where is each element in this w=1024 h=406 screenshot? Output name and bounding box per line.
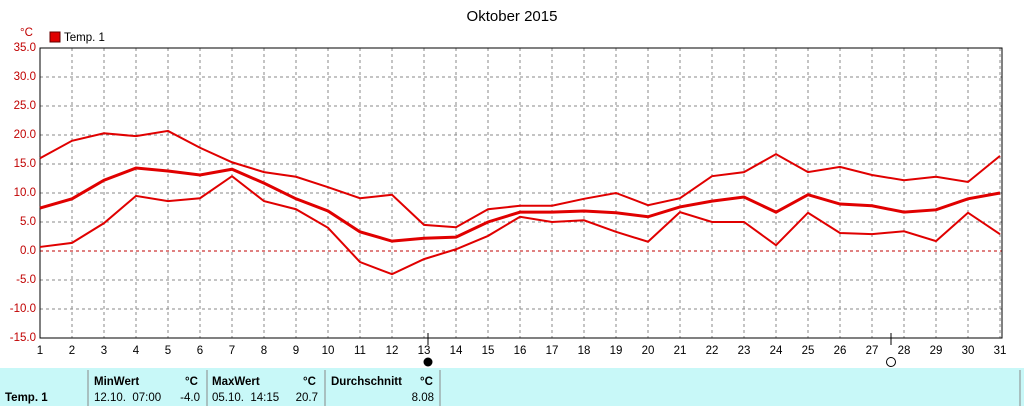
x-tick-label: 30 [962, 345, 975, 357]
plot-frame [39, 47, 1003, 339]
x-tick-label: 19 [610, 345, 623, 357]
y-unit: °C [20, 27, 33, 39]
x-tick-label: 9 [293, 345, 299, 357]
x-tick-label: 22 [706, 345, 719, 357]
y-tick-label: 0.0 [20, 245, 36, 257]
x-tick-label: 15 [482, 345, 495, 357]
legend-label: Temp. 1 [64, 32, 105, 44]
x-tick-label: 31 [994, 345, 1007, 357]
x-tick-label: 11 [354, 345, 366, 357]
x-tick-label: 23 [738, 345, 751, 357]
y-tick-label: -10.0 [10, 303, 36, 315]
stats-sensor: Temp. 1 [5, 392, 48, 404]
stats-time: 12.10. 07:00 [94, 392, 161, 404]
legend-swatch [49, 31, 61, 43]
x-tick-label: 17 [546, 345, 559, 357]
x-tick-label: 28 [898, 345, 911, 357]
series-line [39, 166, 1001, 243]
y-tick-label: 25.0 [14, 100, 36, 112]
y-tick-label: 30.0 [14, 71, 36, 83]
x-tick-label: 6 [197, 345, 203, 357]
x-tick-label: 13 [418, 345, 431, 357]
stats-unit: °C [303, 376, 316, 388]
y-tick-label: 35.0 [14, 42, 36, 54]
stats-value: -4.0 [180, 392, 200, 404]
series-line [39, 129, 1001, 229]
new-moon-icon [423, 357, 433, 367]
stats-panel [0, 368, 1024, 406]
stats-label: Durchschnitt [331, 376, 402, 388]
stats-value: 8.08 [412, 392, 434, 404]
x-tick-label: 16 [514, 345, 527, 357]
y-tick-label: 20.0 [14, 129, 36, 141]
series-line [39, 174, 1001, 276]
stats-label: MaxWert [212, 376, 260, 388]
y-tick-label: 10.0 [14, 187, 36, 199]
x-tick-label: 7 [229, 345, 235, 357]
x-tick-label: 14 [450, 345, 463, 357]
x-tick-label: 27 [866, 345, 879, 357]
y-tick-label: 5.0 [20, 216, 36, 228]
y-tick-label: -15.0 [10, 332, 36, 344]
x-tick-label: 10 [322, 345, 335, 357]
y-tick-label: -5.0 [16, 274, 36, 286]
x-tick-label: 8 [261, 345, 267, 357]
x-tick-label: 25 [802, 345, 815, 357]
x-tick-label: 5 [165, 345, 171, 357]
x-tick-label: 2 [69, 345, 75, 357]
x-tick-label: 29 [930, 345, 943, 357]
stats-unit: °C [420, 376, 433, 388]
full-moon-icon [886, 357, 896, 367]
stats-time: 05.10. 14:15 [212, 392, 279, 404]
stats-unit: °C [185, 376, 198, 388]
x-tick-label: 26 [834, 345, 847, 357]
chart-title: Oktober 2015 [467, 8, 558, 25]
stats-label: MinWert [94, 376, 139, 388]
y-tick-label: 15.0 [14, 158, 36, 170]
x-tick-label: 12 [386, 345, 399, 357]
stats-value: 20.7 [296, 392, 318, 404]
x-tick-label: 20 [642, 345, 655, 357]
x-tick-label: 18 [578, 345, 591, 357]
stats-separators [87, 370, 1021, 406]
x-tick-label: 21 [674, 345, 687, 357]
x-tick-label: 1 [37, 345, 43, 357]
x-tick-label: 4 [133, 345, 140, 357]
x-tick-label: 24 [770, 345, 783, 357]
x-tick-label: 3 [101, 345, 107, 357]
